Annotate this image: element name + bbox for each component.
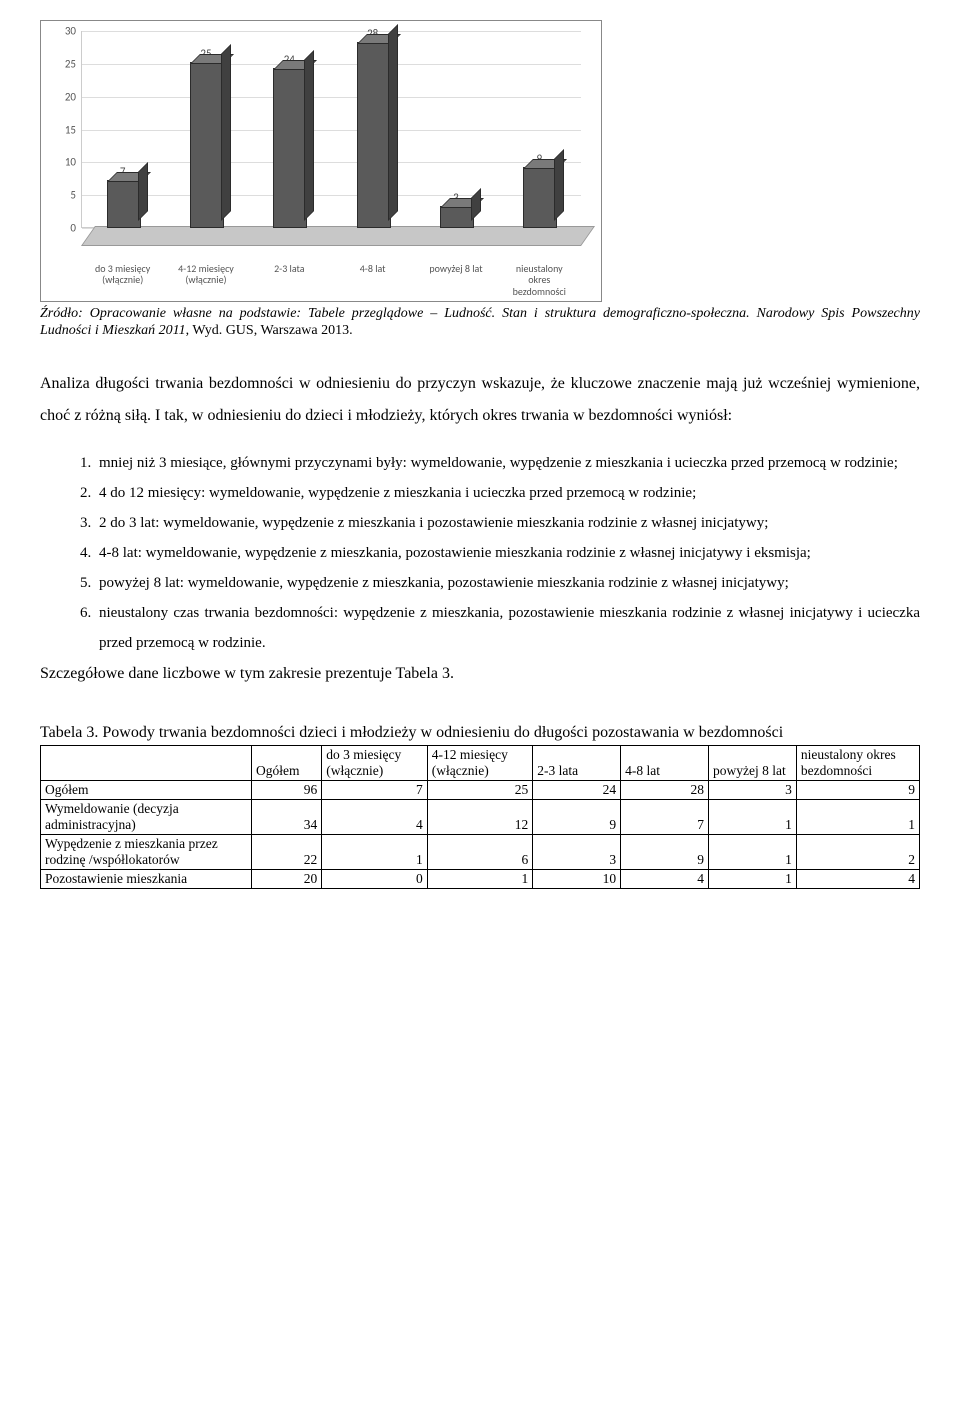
data-cell: 25	[427, 781, 532, 800]
data-cell: 1	[427, 870, 532, 889]
row-label-cell: Wypędzenie z mieszkania przez rodzinę /w…	[41, 835, 252, 870]
reasons-table: Ogółemdo 3 miesięcy (włącznie)4-12 miesi…	[40, 745, 920, 889]
table-header-cell	[41, 746, 252, 781]
row-label-cell: Ogółem	[41, 781, 252, 800]
data-cell: 4	[322, 800, 427, 835]
list-item: 4 do 12 miesięcy: wymeldowanie, wypędzen…	[95, 478, 920, 508]
bars-container: 725242839	[81, 31, 581, 228]
plot-area: 725242839 051015202530	[81, 31, 581, 246]
data-cell: 10	[533, 870, 621, 889]
bar: 3	[436, 191, 476, 228]
list-item: mniej niż 3 miesiące, głównymi przyczyna…	[95, 448, 920, 478]
data-cell: 1	[709, 870, 797, 889]
reasons-list: mniej niż 3 miesiące, głównymi przyczyna…	[40, 448, 920, 658]
data-cell: 24	[533, 781, 621, 800]
data-cell: 1	[322, 835, 427, 870]
bar: 28	[353, 27, 393, 228]
table-header-cell: 4-8 lat	[621, 746, 709, 781]
y-tick-label: 20	[51, 90, 76, 103]
y-tick-label: 0	[51, 222, 76, 235]
x-tick-label: powyżej 8 lat	[421, 263, 491, 298]
list-item: 4-8 lat: wymeldowanie, wypędzenie z mies…	[95, 538, 920, 568]
data-cell: 1	[796, 800, 919, 835]
x-axis-labels: do 3 miesięcy (włącznie) 4-12 miesięcy (w…	[81, 263, 581, 298]
x-tick-label: 4-12 miesięcy (włącznie)	[171, 263, 241, 298]
table-row: Wypędzenie z mieszkania przez rodzinę /w…	[41, 835, 920, 870]
bar: 9	[519, 152, 559, 228]
analysis-paragraph: Analiza długości trwania bezdomności w o…	[40, 368, 920, 432]
data-cell: 12	[427, 800, 532, 835]
table-header-cell: 4-12 miesięcy (włącznie)	[427, 746, 532, 781]
data-cell: 9	[533, 800, 621, 835]
table-caption: Tabela 3. Powody trwania bezdomności dzi…	[40, 722, 920, 744]
table-body: Ogółem96725242839Wymeldowanie (decyzja a…	[41, 781, 920, 889]
data-cell: 4	[621, 870, 709, 889]
data-cell: 9	[796, 781, 919, 800]
bar: 7	[103, 165, 143, 228]
table-row: Wymeldowanie (decyzja administracyjna)34…	[41, 800, 920, 835]
row-label-cell: Wymeldowanie (decyzja administracyjna)	[41, 800, 252, 835]
y-tick-label: 10	[51, 156, 76, 169]
data-cell: 28	[621, 781, 709, 800]
table-header-cell: powyżej 8 lat	[709, 746, 797, 781]
table-header-cell: 2-3 lata	[533, 746, 621, 781]
chart-floor	[81, 226, 595, 246]
table-header-cell: Ogółem	[251, 746, 321, 781]
data-cell: 6	[427, 835, 532, 870]
y-tick-label: 5	[51, 189, 76, 202]
table-header-row: Ogółemdo 3 miesięcy (włącznie)4-12 miesi…	[41, 746, 920, 781]
data-cell: 4	[796, 870, 919, 889]
data-cell: 96	[251, 781, 321, 800]
table-header-cell: do 3 miesięcy (włącznie)	[322, 746, 427, 781]
data-cell: 34	[251, 800, 321, 835]
duration-bar-chart: 725242839 051015202530 do 3 miesięcy (wł…	[40, 20, 602, 302]
y-tick-label: 30	[51, 25, 76, 38]
data-cell: 7	[621, 800, 709, 835]
data-cell: 0	[322, 870, 427, 889]
x-tick-label: do 3 miesięcy (włącznie)	[88, 263, 158, 298]
chart-source: Źródło: Opracowanie własne na podstawie:…	[40, 306, 920, 340]
data-cell: 1	[709, 835, 797, 870]
data-cell: 1	[709, 800, 797, 835]
source-plain: , Wyd. GUS, Warszawa 2013.	[186, 323, 353, 338]
data-cell: 9	[621, 835, 709, 870]
table-header-cell: nieustalony okres bezdomności	[796, 746, 919, 781]
data-cell: 3	[709, 781, 797, 800]
summary-line: Szczegółowe dane liczbowe w tym zakresie…	[40, 658, 920, 690]
data-cell: 22	[251, 835, 321, 870]
list-item: nieustalony czas trwania bezdomności: wy…	[95, 598, 920, 658]
x-tick-label: nieustalony okres bezdomności	[504, 263, 574, 298]
data-cell: 2	[796, 835, 919, 870]
table-row: Ogółem96725242839	[41, 781, 920, 800]
data-cell: 3	[533, 835, 621, 870]
y-tick-label: 25	[51, 57, 76, 70]
bar: 24	[269, 53, 309, 228]
table-row: Pozostawienie mieszkania200110414	[41, 870, 920, 889]
list-item: powyżej 8 lat: wymeldowanie, wypędzenie …	[95, 568, 920, 598]
x-tick-label: 2-3 lata	[254, 263, 324, 298]
list-item: 2 do 3 lat: wymeldowanie, wypędzenie z m…	[95, 508, 920, 538]
row-label-cell: Pozostawienie mieszkania	[41, 870, 252, 889]
y-tick-label: 15	[51, 123, 76, 136]
bar: 25	[186, 47, 226, 228]
data-cell: 20	[251, 870, 321, 889]
data-cell: 7	[322, 781, 427, 800]
x-tick-label: 4-8 lat	[338, 263, 408, 298]
source-italic: Źródło: Opracowanie własne na podstawie:…	[40, 306, 920, 338]
